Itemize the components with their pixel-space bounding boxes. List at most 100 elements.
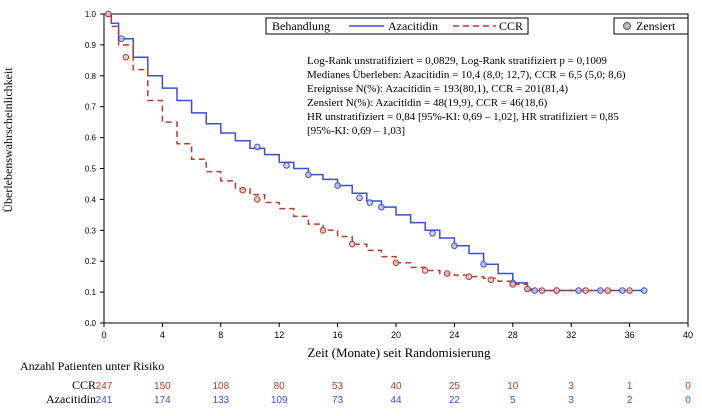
censored-mark-ccr <box>122 53 130 61</box>
x-tick-label: 12 <box>274 330 284 340</box>
risk-value-ccr: 150 <box>154 381 171 392</box>
risk-value-ccr: 0 <box>685 381 691 392</box>
censored-mark-azacitidin <box>366 199 374 206</box>
annotation-line-3: Ereignisse N(%): Azacitidin = 193(80,1),… <box>307 83 568 95</box>
y-tick-label: 0.4 <box>85 195 97 204</box>
y-tick-label: 0.6 <box>85 134 97 143</box>
censored-legend-label: Zensiert <box>636 19 676 33</box>
censored-mark-azacitidin <box>531 287 539 294</box>
risk-row-label-azacitidin: Azacitidin <box>46 392 96 406</box>
x-tick-label: 16 <box>333 330 343 340</box>
y-tick-label: 0.0 <box>85 319 97 328</box>
y-tick-label: 0.5 <box>85 165 97 174</box>
x-tick-label: 28 <box>508 330 518 340</box>
legend-title: Behandlung <box>272 19 330 33</box>
censored-mark-ccr <box>348 240 356 248</box>
censored-mark-azacitidin <box>597 287 604 294</box>
legend: Behandlung Azacitidin CCR Zensiert <box>265 17 689 35</box>
risk-value-ccr: 80 <box>274 381 286 392</box>
censored-mark-ccr <box>626 287 633 294</box>
censored-mark-azacitidin <box>305 171 312 178</box>
censored-mark-azacitidin <box>429 230 436 237</box>
risk-value-azacitidin: 22 <box>449 395 461 406</box>
series-line-azacitidin <box>104 13 645 292</box>
x-tick-label: 32 <box>566 330 576 340</box>
censored-mark-ccr <box>487 276 495 284</box>
risk-value-azacitidin: 0 <box>685 395 691 406</box>
risk-value-ccr: 1 <box>627 381 633 392</box>
censored-mark-ccr <box>604 287 612 294</box>
annotation-line-5: HR unstratifiziert = 0,84 [95%-KI: 0,69 … <box>307 111 619 123</box>
censored-mark-azacitidin <box>451 242 458 250</box>
censored-mark-ccr <box>509 281 517 288</box>
censored-legend-box <box>613 17 689 35</box>
censored-mark-azacitidin <box>253 143 261 151</box>
risk-value-ccr: 10 <box>507 381 519 392</box>
censored-mark-azacitidin <box>356 194 363 202</box>
axes: 0.0 0.1 0.2 0.3 0.4 0.5 0.6 0.7 0.8 0.9 1.0 0 4 8 12 16… <box>85 10 693 340</box>
y-axis-label: Überlebenswahrscheinlichkeit <box>1 67 15 213</box>
censored-mark-azacitidin <box>575 287 582 294</box>
legend-azacitidin-label: Azacitidin <box>388 19 438 33</box>
censored-mark-azacitidin <box>619 287 626 294</box>
censored-mark-azacitidin <box>334 182 341 189</box>
y-tick-label: 0.7 <box>85 103 97 112</box>
censored-mark-azacitidin <box>480 260 487 268</box>
censored-mark-ccr <box>319 227 327 234</box>
legend-ccr-label: CCR <box>499 19 523 33</box>
x-tick-label: 8 <box>218 330 223 340</box>
y-tick-label: 0.9 <box>85 41 97 50</box>
risk-value-ccr: 3 <box>568 381 574 392</box>
censored-mark-azacitidin <box>378 203 385 211</box>
y-tick-label: 0.8 <box>85 72 97 81</box>
censored-mark-ccr <box>443 270 451 277</box>
censored-mark-ccr <box>538 287 546 294</box>
risk-value-ccr: 25 <box>449 381 461 392</box>
annotation-line-6: [95%-KI: 0,69 – 1,03] <box>307 125 405 137</box>
y-tick-label: 1.0 <box>85 10 97 19</box>
risk-value-azacitidin: 5 <box>510 395 516 406</box>
censored-mark-ccr <box>421 267 429 274</box>
risk-table: Anzahl Patienten unter Risiko CCR Azacit… <box>20 359 691 406</box>
censored-mark-ccr <box>239 186 246 194</box>
x-tick-label: 24 <box>449 330 459 340</box>
risk-value-azacitidin: 133 <box>212 395 229 406</box>
censored-mark-ccr <box>524 285 531 293</box>
censored-legend-marker-icon <box>623 22 631 30</box>
x-tick-label: 20 <box>391 330 401 340</box>
annotation-line-2: Medianes Überleben: Azacitidin = 10,4 (8… <box>307 69 626 81</box>
risk-value-azacitidin: 109 <box>271 395 288 406</box>
y-tick-label: 0.3 <box>85 226 97 235</box>
risk-value-azacitidin: 174 <box>154 395 171 406</box>
annotation-line-4: Zensiert N(%): Azacitidin = 48(19,9), CC… <box>307 97 548 109</box>
risk-table-title: Anzahl Patienten unter Risiko <box>20 359 164 373</box>
x-tick-label: 4 <box>160 330 165 340</box>
risk-value-ccr: 40 <box>390 381 402 392</box>
risk-value-azacitidin: 3 <box>568 395 574 406</box>
censored-mark-azacitidin <box>640 287 648 294</box>
censored-mark-ccr <box>253 196 261 203</box>
risk-value-ccr: 247 <box>96 381 113 392</box>
censored-mark-ccr <box>582 287 590 294</box>
censored-mark-azacitidin <box>283 162 290 169</box>
risk-value-ccr: 53 <box>332 381 344 392</box>
censored-mark-azacitidin <box>118 35 125 43</box>
censored-mark-ccr <box>553 287 560 294</box>
censored-mark-ccr <box>465 273 473 280</box>
censored-mark-ccr <box>392 259 400 267</box>
plot-area <box>103 13 689 324</box>
x-axis-label: Zeit (Monate) seit Randomisierung <box>307 345 491 360</box>
x-tick-label: 0 <box>101 330 106 340</box>
risk-row-label-ccr: CCR <box>72 378 96 392</box>
y-tick-label: 0.1 <box>85 288 97 297</box>
risk-value-ccr: 108 <box>212 381 229 392</box>
risk-value-azacitidin: 73 <box>332 395 344 406</box>
risk-value-azacitidin: 2 <box>627 395 633 406</box>
x-tick-label: 36 <box>625 330 635 340</box>
plot-frame <box>103 13 689 324</box>
stats-annotation: Log-Rank unstratifiziert = 0,0829, Log-R… <box>307 55 626 137</box>
annotation-line-1: Log-Rank unstratifiziert = 0,0829, Log-R… <box>307 55 607 67</box>
x-tick-label: 40 <box>683 330 693 340</box>
